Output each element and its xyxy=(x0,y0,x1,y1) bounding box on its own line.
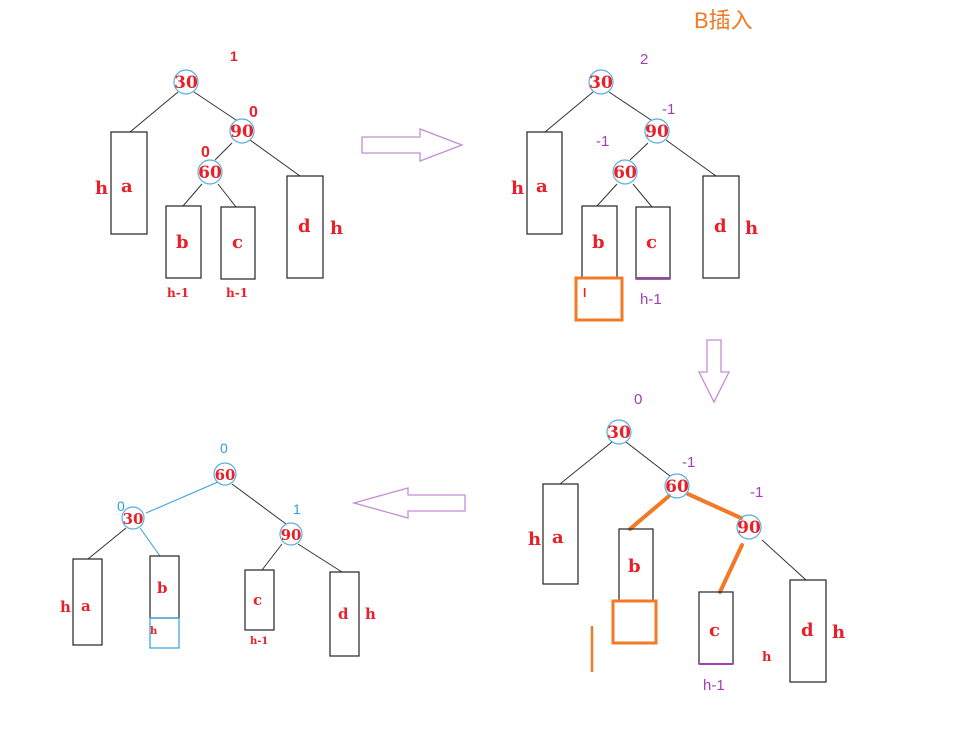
inserted-mark: l xyxy=(583,286,586,300)
label-b: b xyxy=(628,556,641,577)
caption-title: B插入 xyxy=(694,8,753,33)
bf-90: 0 xyxy=(249,104,258,121)
subtree-b-extra xyxy=(149,617,180,649)
node-90 xyxy=(229,118,255,144)
node-60-label: 60 xyxy=(613,163,637,183)
node-30 xyxy=(173,69,199,95)
subtree-d xyxy=(286,175,324,279)
node-60-label: 60 xyxy=(198,163,222,183)
subtree-b xyxy=(165,205,202,279)
subtree-a xyxy=(72,558,103,646)
label-a: a xyxy=(552,527,564,548)
bf-90: -1 xyxy=(662,101,675,118)
panel-2-after-insert: 30 90 60 2 -1 -1 a b c d h h h-1 l xyxy=(511,51,758,322)
panel-3-right-rotation: 30 60 90 0 -1 -1 a b c d h h h h-1 xyxy=(528,391,845,694)
label-d: d xyxy=(298,216,311,237)
node-30 xyxy=(606,419,632,445)
node-60-label: 60 xyxy=(215,466,236,484)
node-90 xyxy=(644,118,670,144)
height-a: h xyxy=(528,529,541,550)
label-a: a xyxy=(536,176,548,197)
subtree-a xyxy=(526,131,563,235)
label-d: d xyxy=(714,216,727,237)
node-60 xyxy=(612,159,638,185)
label-c: c xyxy=(709,620,720,641)
inserted-node-box xyxy=(611,599,658,645)
label-b: b xyxy=(592,232,605,253)
arrow-left-icon xyxy=(351,487,466,519)
height-c: h-1 xyxy=(703,677,725,694)
height-a: h xyxy=(60,598,71,616)
bf-90: 1 xyxy=(293,501,301,517)
subtree-d xyxy=(789,579,827,683)
node-90-label: 90 xyxy=(230,122,254,142)
height-d: h xyxy=(832,622,845,643)
node-60 xyxy=(197,159,223,185)
arrow-right-icon xyxy=(361,128,464,162)
label-c: c xyxy=(646,232,657,253)
node-60 xyxy=(213,462,237,486)
height-c-side: h xyxy=(762,650,772,665)
arrow-down-icon xyxy=(697,339,731,404)
node-60 xyxy=(664,473,690,499)
node-60-label: 60 xyxy=(665,477,689,497)
node-30-label: 30 xyxy=(589,73,613,93)
node-30-label: 30 xyxy=(123,510,144,528)
panel-4-after-rotation: 60 30 90 0 0 1 a b c d h h h h-1 xyxy=(60,440,376,657)
height-d: h xyxy=(330,218,343,239)
bf-60: -1 xyxy=(682,454,695,471)
height-b: h xyxy=(150,626,158,637)
height-b: h-1 xyxy=(167,286,189,300)
height-d: h xyxy=(745,218,758,239)
height-a: h xyxy=(511,178,524,199)
bf-30: 0 xyxy=(117,498,125,514)
label-d: d xyxy=(338,605,349,623)
bf-60: 0 xyxy=(220,440,228,456)
subtree-a xyxy=(542,483,579,585)
bf-30: 2 xyxy=(640,51,648,68)
node-30-label: 30 xyxy=(174,73,198,93)
bf-30: 1 xyxy=(230,48,238,64)
label-c: c xyxy=(253,591,262,609)
subtree-d xyxy=(702,175,740,279)
bf-60: -1 xyxy=(596,133,609,150)
bf-30: 0 xyxy=(634,391,642,408)
node-90-label: 90 xyxy=(737,518,761,538)
label-b: b xyxy=(157,579,168,597)
subtree-d xyxy=(329,571,360,657)
label-a: a xyxy=(81,597,91,615)
subtree-a xyxy=(110,131,148,235)
inserted-node-box xyxy=(574,276,624,322)
subtree-c xyxy=(244,569,275,631)
node-90-label: 90 xyxy=(645,122,669,142)
height-a: h xyxy=(95,178,108,199)
node-90-label: 90 xyxy=(281,526,302,544)
node-30 xyxy=(121,506,145,530)
node-30 xyxy=(588,69,614,95)
height-c: h-1 xyxy=(250,636,268,647)
node-90 xyxy=(279,522,303,546)
bf-90: -1 xyxy=(750,484,763,501)
bf-60: 0 xyxy=(201,144,210,161)
label-d: d xyxy=(801,620,814,641)
label-b: b xyxy=(176,232,189,253)
height-d: h xyxy=(365,605,376,623)
subtree-c xyxy=(220,206,256,280)
label-c: c xyxy=(232,232,243,253)
height-c: h-1 xyxy=(640,291,662,308)
height-c: h-1 xyxy=(226,286,248,300)
node-90 xyxy=(736,514,762,540)
label-a: a xyxy=(121,176,133,197)
node-30-label: 30 xyxy=(607,423,631,443)
panel-1-initial-tree: 30 90 60 1 0 0 a b c d h h h-1 h-1 xyxy=(95,48,343,300)
